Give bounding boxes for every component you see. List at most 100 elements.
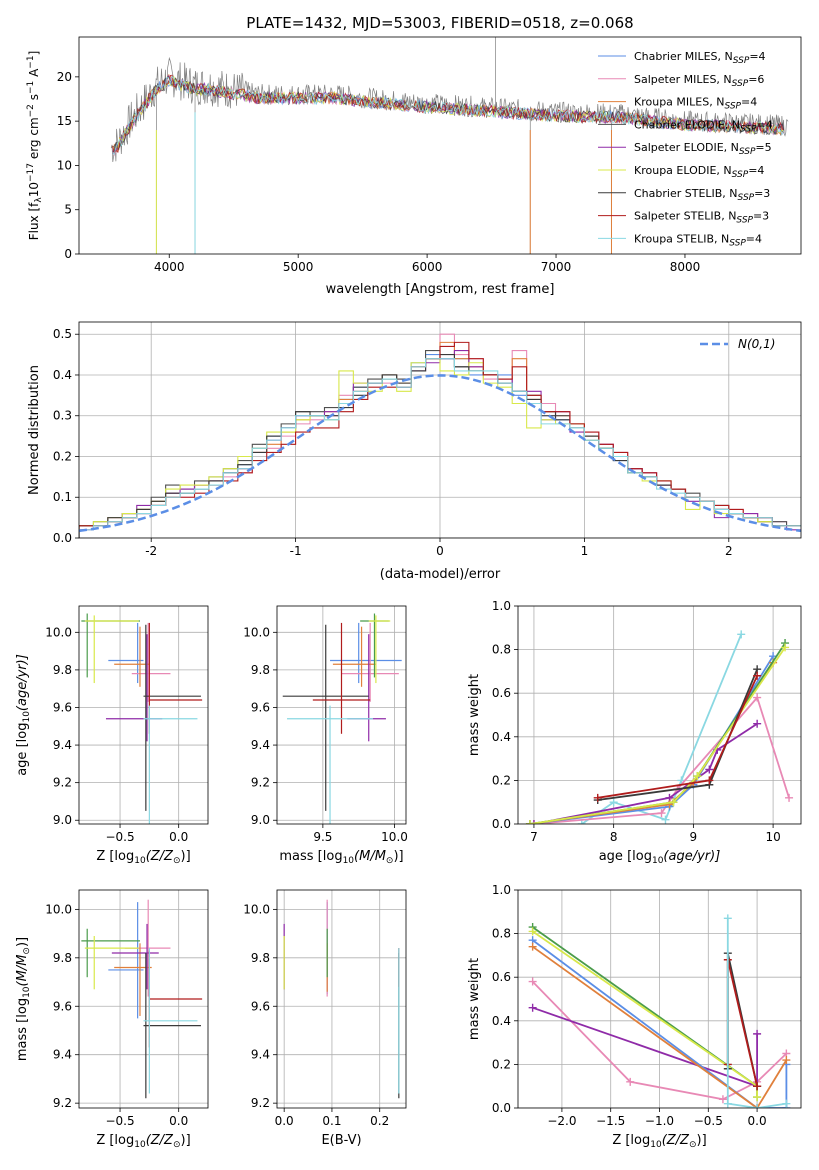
y-tick-label: 0.4 xyxy=(492,730,511,744)
y-tick-label: 0.6 xyxy=(492,970,511,984)
x-axis-label-part: mass [log xyxy=(279,849,342,864)
y-axis-label-part: A xyxy=(27,68,41,81)
legend-label-part: Chabrier STELIB, N xyxy=(634,187,738,200)
x-axis-label-part: (M/M xyxy=(354,849,386,864)
x-axis-label-part: (Z/Z xyxy=(146,849,174,864)
error-bar-point xyxy=(108,622,144,684)
y-tick-label: 0.2 xyxy=(492,1057,511,1071)
legend-label-part: SSP xyxy=(739,147,756,157)
y-tick-label: 0.2 xyxy=(53,449,72,463)
weight-marker xyxy=(609,798,618,807)
x-tick-label: −0.5 xyxy=(105,1114,134,1128)
axes-frame xyxy=(78,321,802,539)
error-bar-point xyxy=(143,624,201,811)
axes-frame xyxy=(78,889,209,1109)
weight-marker xyxy=(723,914,732,923)
axes-frame xyxy=(276,889,407,1109)
weight-marker xyxy=(753,693,762,702)
panel-mass_weight_vs_Z: −2.0 −1.5 −1.0 −0.5 0.0 0.0 0.2 0.4 0.6 0.8 1.0 Z [… xyxy=(467,883,802,1150)
x-axis-label-part: age [log xyxy=(599,849,652,864)
y-axis-label: mass weight xyxy=(467,958,482,1040)
y-tick-label: 0.8 xyxy=(492,643,511,657)
y-tick-label: 9.2 xyxy=(251,1096,270,1110)
legend-label-part: =5 xyxy=(755,141,771,154)
weight-marker xyxy=(753,1093,762,1102)
y-axis-label: Normed distribution xyxy=(27,365,42,495)
x-tick-label: 0.0 xyxy=(169,1114,188,1128)
weight-marker xyxy=(705,776,714,785)
weight-line xyxy=(726,959,758,1087)
y-tick-label: 9.2 xyxy=(251,776,270,790)
x-tick-label: −2.0 xyxy=(547,1114,576,1128)
weight-marker xyxy=(753,719,762,728)
weight-line xyxy=(581,633,743,824)
weight-marker xyxy=(528,977,537,986)
legend-label: N(0,1) xyxy=(738,337,775,351)
legend-label: Kroupa ELODIE, NSSP=4 xyxy=(634,164,764,180)
y-tick-label: 0.4 xyxy=(492,1014,511,1028)
model-line xyxy=(112,76,785,156)
weight-marker xyxy=(753,1082,762,1091)
legend-label: Salpeter STELIB, NSSP=3 xyxy=(634,210,769,226)
legend-label-part: SSP xyxy=(732,170,749,180)
y-tick-label: 5 xyxy=(64,203,72,217)
x-tick-label: 0.1 xyxy=(322,1114,341,1128)
error-bar-point xyxy=(108,902,144,1019)
x-tick-label: 10 xyxy=(765,830,780,844)
y-tick-label: 20 xyxy=(57,70,72,84)
x-axis-label-part: Z [log xyxy=(612,1133,650,1148)
error-bar-point xyxy=(114,626,150,687)
x-tick-label: -1 xyxy=(290,544,302,558)
weight-marker xyxy=(753,1104,762,1108)
legend-label-part: Kroupa MILES, N xyxy=(634,96,724,109)
y-tick-label: 9.4 xyxy=(53,738,72,752)
y-tick-label: 10.0 xyxy=(45,902,72,916)
y-axis-label-part: 10 xyxy=(27,182,41,197)
y-tick-label: 0 xyxy=(64,247,72,261)
weight-line xyxy=(532,930,758,1098)
weight-line xyxy=(532,1006,758,1088)
y-axis-label-part: ] xyxy=(27,51,41,56)
x-tick-label: 0.2 xyxy=(370,1114,389,1128)
y-axis-label: mass weight xyxy=(467,674,482,756)
weight-line xyxy=(529,662,774,824)
x-axis-label: wavelength [Angstrom, rest frame] xyxy=(326,282,555,297)
weight-marker xyxy=(577,820,586,824)
weight-line xyxy=(532,926,758,1098)
error-bar-point xyxy=(148,622,203,734)
x-tick-label: 7000 xyxy=(541,260,572,274)
y-tick-label: 9.4 xyxy=(251,738,270,752)
x-tick-label: 8000 xyxy=(670,260,701,274)
y-tick-label: 9.2 xyxy=(53,776,72,790)
error-bar-point xyxy=(347,634,386,742)
figure-title: PLATE=1432, MJD=53003, FIBERID=0518, z=0… xyxy=(246,14,633,32)
legend-label-part: =4 xyxy=(749,50,765,63)
y-tick-label: 0.4 xyxy=(53,368,72,382)
x-axis-label-part: )] xyxy=(181,1133,191,1148)
panel-spectrum: 4000 5000 6000 7000 8000 0 5 10 15 20 Chabrier MIL… xyxy=(26,36,802,297)
legend-label-part: Kroupa STELIB, N xyxy=(634,232,729,245)
y-tick-label: 0.2 xyxy=(492,773,511,787)
plot-area xyxy=(79,606,208,824)
x-axis-label: E(B-V) xyxy=(321,1133,361,1148)
plot-area xyxy=(518,890,801,1108)
weight-line xyxy=(532,945,788,1108)
x-axis-label: Z [log10(Z/Z⊙)] xyxy=(612,1133,706,1150)
error-bar-point xyxy=(143,705,198,824)
legend-label-part: =6 xyxy=(748,73,764,86)
error-bar-point xyxy=(332,626,376,687)
legend-label: Salpeter MILES, NSSP=6 xyxy=(634,73,764,89)
x-axis-label-part: 10 xyxy=(343,856,355,866)
y-tick-label: 9.8 xyxy=(251,663,270,677)
weight-marker xyxy=(781,643,790,652)
y-tick-label: 1.0 xyxy=(492,599,511,613)
error-bar-point xyxy=(105,634,163,742)
panel-mass_vs_EBV: 0.0 0.1 0.2 9.2 9.4 9.6 9.8 10.0 E(B-V) xyxy=(243,889,407,1148)
weight-marker xyxy=(737,630,746,639)
x-axis-label-part: ⊙ xyxy=(173,1140,181,1150)
weight-line xyxy=(529,642,786,824)
normal-curve xyxy=(79,374,801,533)
plot-area xyxy=(277,890,406,1108)
histogram-series xyxy=(79,341,801,538)
